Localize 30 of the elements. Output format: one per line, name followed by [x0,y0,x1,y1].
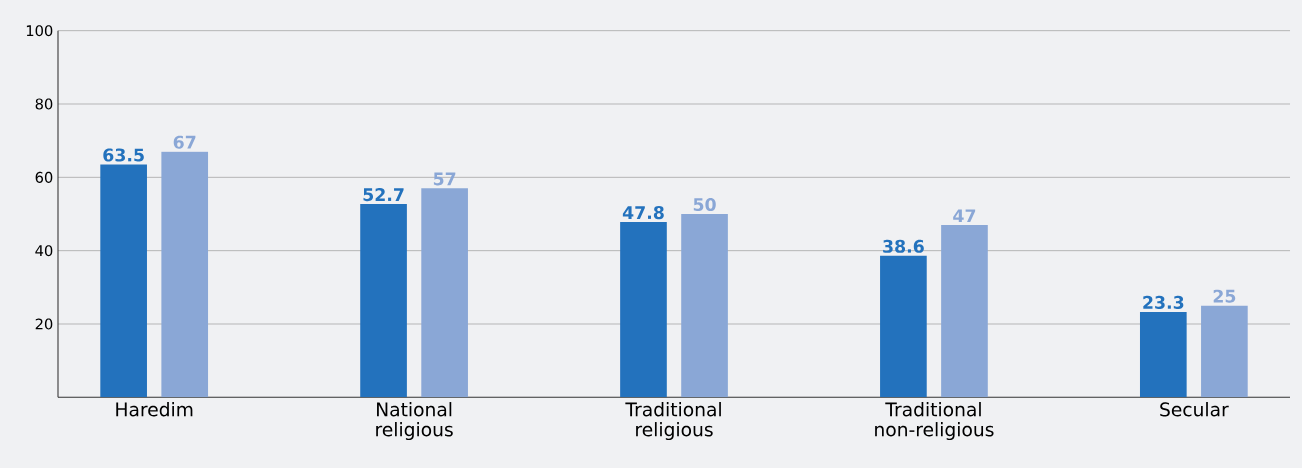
bar [620,222,667,398]
bar [1201,305,1248,398]
bar [421,188,468,398]
data-label: 47.8 [622,206,664,220]
x-tick-label: Haredim [116,402,193,417]
bar [941,225,988,398]
x-tick-label: Secular [1160,402,1229,417]
data-label: 25 [1213,289,1236,303]
x-tick-label: Traditional non-religious [875,402,994,441]
y-tick-label: 60 [35,171,53,183]
data-label: 38.6 [883,239,924,253]
data-label: 47 [953,209,976,223]
data-label: 63.5 [103,148,144,162]
bar [100,164,147,398]
y-tick-label: 100 [26,25,53,37]
y-tick-label: 20 [35,318,53,330]
y-tick-label: 80 [35,98,53,110]
bar [1139,311,1187,398]
bar [880,255,927,398]
data-label: 57 [433,172,456,186]
data-label: 50 [693,197,716,212]
data-label: 67 [173,135,196,149]
bar [681,214,728,398]
data-label: 52.7 [363,188,404,202]
y-tick-label: 40 [35,245,53,257]
bar [161,151,209,398]
x-tick-label: Traditional religious [625,402,721,441]
x-tick-label: National religious [376,402,453,441]
bar [360,204,407,398]
data-label: 23.3 [1143,295,1184,309]
